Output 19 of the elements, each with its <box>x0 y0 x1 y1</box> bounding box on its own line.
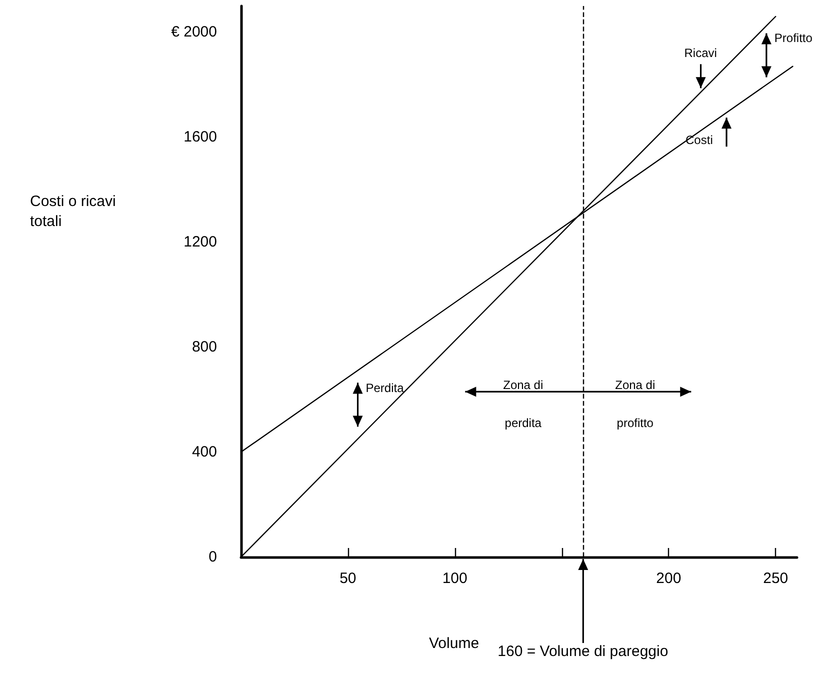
y-tick-label: 800 <box>192 338 217 356</box>
annotation: Profitto <box>774 31 812 46</box>
y-tick-label: 0 <box>208 548 217 566</box>
x-tick-label: 250 <box>763 570 788 587</box>
ref-line-label: 160 = Volume di pareggio <box>498 643 668 660</box>
y-tick-label: 400 <box>192 444 217 461</box>
y-tick-label: 1200 <box>184 234 217 251</box>
x-axis-title: Volume <box>429 635 480 652</box>
x-tick-label: 50 <box>340 570 356 587</box>
text: Zona di perdita <box>503 378 544 430</box>
x-tick-label: 100 <box>442 570 468 587</box>
y-axis-title: Costi o ricavi totali <box>30 192 117 232</box>
annotation: Perdita <box>366 380 404 395</box>
series-label: Costi <box>686 132 713 147</box>
y-tick-label: € 2000 <box>171 24 217 41</box>
series-label: Ricavi <box>684 46 717 60</box>
text: Zona di profitto <box>615 378 656 430</box>
x-tick-label: 200 <box>656 570 682 587</box>
y-tick-label: 1600 <box>184 128 217 146</box>
